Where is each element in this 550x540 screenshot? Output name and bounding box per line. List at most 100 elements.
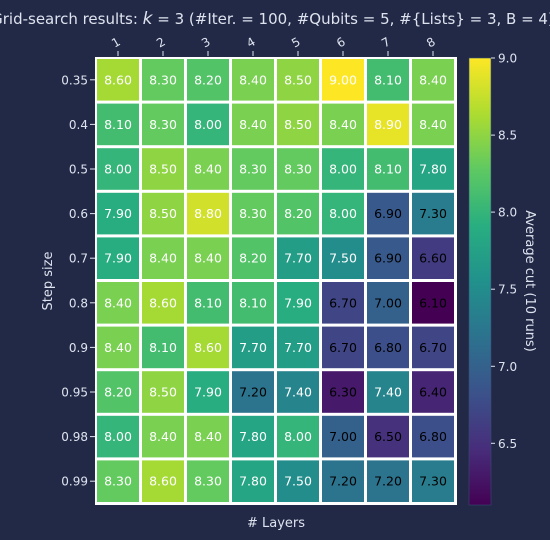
cell-value-label: 6.90 — [374, 251, 402, 266]
cell-value-label: 8.50 — [284, 72, 312, 87]
heatmap-cells: 8.60 8.30 8.20 8.40 8.50 9.00 8.10 8.40 8.10 8.30… — [97, 59, 454, 502]
cell-value-label: 7.90 — [284, 295, 312, 310]
cell-value-label: 8.40 — [419, 117, 447, 132]
heatmap-cell — [187, 237, 229, 279]
heatmap-cell — [277, 460, 319, 502]
x-axis-label: # Layers — [247, 516, 305, 531]
heatmap-cell — [412, 415, 454, 458]
cell-value-label: 8.80 — [194, 206, 222, 221]
cell-value-label: 8.10 — [239, 295, 267, 310]
heatmap-cell — [367, 103, 409, 146]
cell-value-label: 8.50 — [149, 162, 177, 177]
cell-value-label: 7.40 — [284, 385, 312, 400]
cell-value-label: 7.80 — [239, 474, 267, 489]
colorbar-tick-label: 8.0 — [498, 206, 517, 220]
heatmap-cell — [322, 460, 364, 502]
cell-value-label: 6.70 — [329, 340, 357, 355]
cell-value-label: 8.90 — [374, 117, 402, 132]
heatmap-cell — [322, 326, 364, 369]
cell-value-label: 8.30 — [194, 474, 222, 489]
heatmap-cell — [322, 103, 364, 146]
cell-value-label: 8.40 — [239, 117, 267, 132]
cell-value-label: 8.30 — [149, 117, 177, 132]
y-tick-label: 0.95 — [61, 386, 88, 400]
heatmap-cell — [277, 59, 319, 101]
heatmap-cell — [322, 415, 364, 458]
cell-value-label: 7.50 — [284, 474, 312, 489]
x-tick-label: 8 — [424, 35, 438, 51]
heatmap-cell — [97, 237, 139, 279]
x-tick-label: 3 — [199, 35, 213, 51]
chart-title-rest: = 3 (#Iter. = 100, #Qubits = 5, #{Lists}… — [153, 10, 550, 28]
cell-value-label: 6.30 — [329, 385, 357, 400]
heatmap-cell — [367, 326, 409, 369]
heatmap-cell — [277, 192, 319, 235]
cell-value-label: 8.40 — [239, 72, 267, 87]
heatmap-cell — [142, 103, 184, 146]
heatmap-cell — [367, 371, 409, 413]
heatmap-cell — [142, 282, 184, 324]
cell-value-label: 7.00 — [374, 295, 402, 310]
heatmap-cell — [277, 237, 319, 279]
cell-value-label: 7.30 — [419, 474, 447, 489]
cell-value-label: 7.90 — [194, 385, 222, 400]
cell-value-label: 7.40 — [374, 385, 402, 400]
heatmap-cell — [412, 237, 454, 279]
heatmap-cell — [277, 282, 319, 324]
chart-title-k: k — [143, 9, 154, 29]
x-tick-label: 7 — [379, 35, 393, 51]
x-tick-label: 6 — [334, 35, 348, 51]
heatmap-cell — [142, 237, 184, 279]
cell-value-label: 8.10 — [194, 295, 222, 310]
heatmap-cell — [367, 282, 409, 324]
heatmap-cell — [97, 460, 139, 502]
cell-value-label: 6.70 — [329, 295, 357, 310]
cell-value-label: 7.00 — [329, 429, 357, 444]
heatmap-cell — [232, 460, 274, 502]
heatmap-cell — [412, 282, 454, 324]
y-tick-label: 0.7 — [69, 252, 88, 266]
heatmap-cell — [142, 415, 184, 458]
heatmap-cell — [367, 415, 409, 458]
cell-value-label: 6.60 — [419, 251, 447, 266]
cell-value-label: 8.60 — [149, 474, 177, 489]
heatmap-cell — [277, 103, 319, 146]
heatmap-cell — [187, 371, 229, 413]
cell-value-label: 8.00 — [104, 429, 132, 444]
heatmap-cell — [142, 371, 184, 413]
colorbar-tick-label: 8.5 — [498, 129, 517, 143]
cell-value-label: 8.20 — [104, 385, 132, 400]
y-tick-label: 0.8 — [69, 296, 88, 310]
cell-value-label: 8.20 — [284, 206, 312, 221]
x-tick-labels: 1 2 3 4 5 6 7 8 — [109, 35, 438, 56]
heatmap-cell — [97, 103, 139, 146]
cell-value-label: 6.90 — [374, 206, 402, 221]
heatmap-cell — [97, 148, 139, 190]
cell-value-label: 6.50 — [374, 429, 402, 444]
cell-value-label: 8.40 — [149, 251, 177, 266]
y-tick-label: 0.5 — [69, 163, 88, 177]
cell-value-label: 8.40 — [194, 251, 222, 266]
cell-value-label: 8.60 — [149, 295, 177, 310]
y-axis-label: Step size — [41, 252, 56, 311]
heatmap-cell — [97, 59, 139, 101]
heatmap-cell — [277, 326, 319, 369]
heatmap-cell — [322, 237, 364, 279]
heatmap-cell — [322, 148, 364, 190]
x-tick-label: 2 — [154, 35, 168, 51]
cell-value-label: 8.10 — [374, 72, 402, 87]
cell-value-label: 7.50 — [329, 251, 357, 266]
cell-value-label: 8.60 — [104, 72, 132, 87]
heatmap-cell — [142, 326, 184, 369]
heatmap-cell — [97, 415, 139, 458]
heatmap-cell — [412, 326, 454, 369]
y-tick-labels: 0.35 0.4 0.5 0.6 0.7 0.8 0.9 0.95 0.98 0.99 — [61, 73, 95, 489]
y-tick-label: 0.6 — [69, 207, 88, 221]
cell-value-label: 8.00 — [284, 429, 312, 444]
heatmap-cell — [412, 192, 454, 235]
colorbar-tick-label: 7.0 — [498, 360, 517, 374]
cell-value-label: 8.50 — [149, 385, 177, 400]
colorbar-ticks: 6.5 7.0 7.5 8.0 8.5 9.0 — [491, 52, 517, 451]
heatmap-cell — [232, 103, 274, 146]
